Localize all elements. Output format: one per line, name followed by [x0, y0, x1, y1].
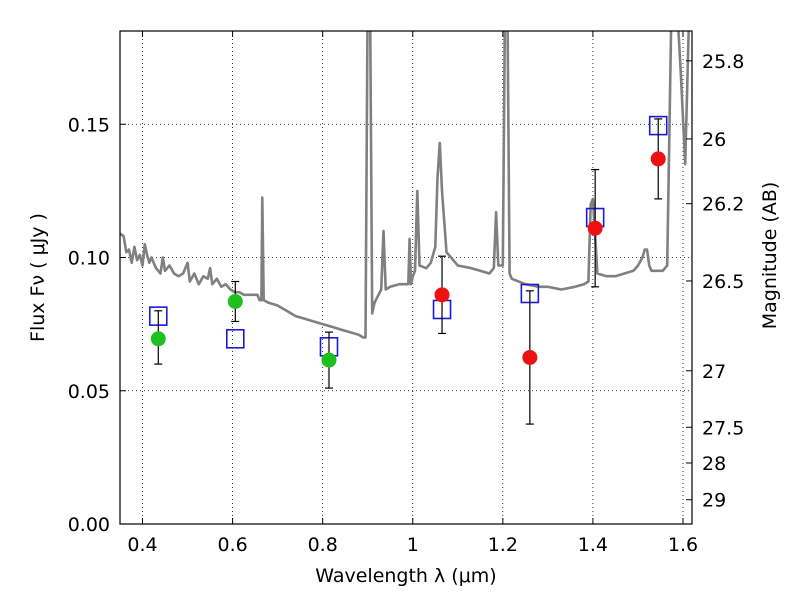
x-tick-label-4: 1.2: [488, 534, 518, 556]
circle-red-point-2: [587, 220, 603, 236]
right-tick-label-6: 28: [702, 453, 726, 475]
right-tick-label-2: 26.2: [702, 194, 744, 216]
data-marks: [148, 115, 668, 425]
right-tick-label-5: 27.5: [702, 417, 744, 439]
y-tick-label-2: 0.10: [68, 248, 110, 270]
model-box-1: [226, 328, 245, 349]
x-tick-label-0: 0.4: [127, 534, 157, 556]
circle-green-point-0: [150, 331, 166, 347]
right-tick-label-1: 26: [702, 129, 726, 151]
circle-red-point-1: [522, 349, 538, 365]
plot-frame: [119, 30, 693, 525]
circle-red-point-0: [434, 287, 450, 303]
right-tick-label-4: 27: [702, 361, 726, 383]
y-tick-label-0: 0.00: [68, 514, 110, 536]
x-tick-label-1: 0.6: [217, 534, 247, 556]
right-tick-label-7: 29: [702, 490, 726, 512]
right-tick-label-3: 26.5: [702, 271, 744, 293]
axis-ticks: 0.4 0.6 0.8 1 1.2 1.4 1.6 0.00 0.05 0.10 0.15 25.8 2…: [68, 31, 744, 556]
y-tick-label-3: 0.15: [68, 114, 110, 136]
circle-red-point-3: [650, 151, 666, 167]
x-tick-label-2: 0.8: [308, 534, 338, 556]
x-axis-label: Wavelength λ (μm): [315, 565, 496, 587]
x-tick-label-5: 1.4: [578, 534, 608, 556]
circle-green-point-1: [227, 293, 243, 309]
template-spectrum-line: [120, 31, 690, 339]
x-tick-label-3: 1: [407, 534, 419, 556]
y-axis-label: Flux Fν ( μJy ): [27, 213, 49, 342]
template-spectrum: [120, 31, 690, 339]
right-tick-label-0: 25.8: [702, 51, 744, 73]
x-tick-label-6: 1.6: [668, 534, 698, 556]
y-tick-label-1: 0.05: [68, 381, 110, 403]
y-axis-right-label: Magnitude (AB): [759, 182, 781, 330]
circle-green-point-2: [321, 352, 337, 368]
